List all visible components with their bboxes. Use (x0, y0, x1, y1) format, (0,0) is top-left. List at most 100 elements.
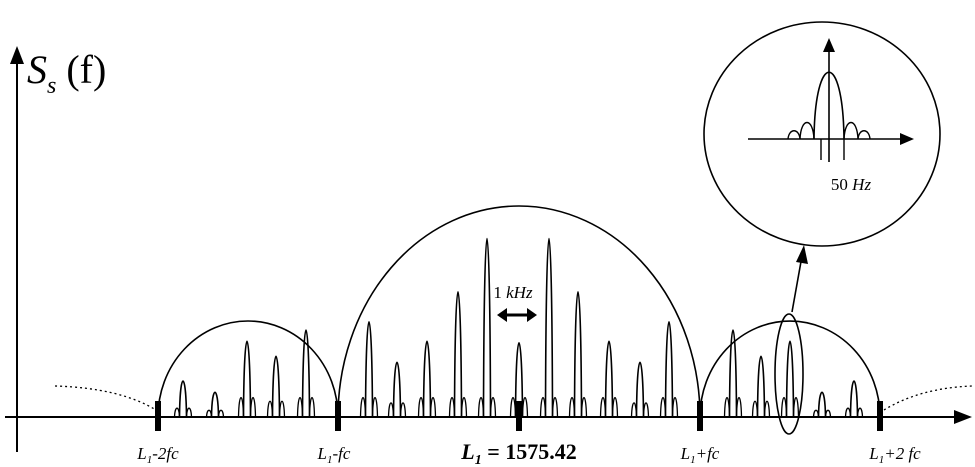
spectral-line-sidelobe (671, 396, 679, 418)
spectral-line-sidelobe (824, 409, 832, 418)
main-lobe-envelope (337, 205, 701, 418)
right-lobe-envelope (699, 320, 881, 418)
spectral-line-sidelobe (249, 396, 257, 418)
spectral-line (849, 380, 859, 418)
inset-circle (703, 21, 941, 247)
spectral-line (453, 291, 463, 418)
line-spacing-arrowhead-left (497, 308, 507, 322)
left-lobe-envelope (157, 320, 339, 418)
spectral-line-sidelobe (611, 396, 619, 418)
spectral-line (301, 329, 311, 418)
spectral-line-sidelobe (173, 407, 181, 418)
spectral-line-sidelobe (551, 396, 559, 418)
tick-label-l1-2fc: L1-2fc (136, 444, 179, 466)
inset-spacing-label: 50 Hz (831, 175, 872, 194)
x-axis-arrowhead (954, 410, 972, 424)
spectral-line-sidelobe (477, 396, 485, 418)
spectral-line-sidelobe (185, 407, 193, 418)
spectral-line-sidelobe (296, 396, 304, 418)
zoom-selection-ellipse (774, 313, 804, 435)
spectral-line-sidelobe (539, 396, 547, 418)
inset-left-sidelobe-2 (787, 130, 801, 140)
tick-label-l1+2fc: L1+2 fc (868, 444, 921, 466)
tick-mark-l1-fc (335, 401, 341, 431)
tick-mark-l1+fc (697, 401, 703, 431)
spectral-lines (173, 237, 864, 418)
line-spacing-label: 1 kHz (493, 283, 533, 302)
spectral-line (728, 329, 738, 418)
spectral-line-sidelobe (460, 396, 468, 418)
spectral-line-sidelobe (735, 396, 743, 418)
spectral-line-sidelobe (723, 396, 731, 418)
spectral-line-sidelobe (448, 396, 456, 418)
spectral-line (271, 355, 281, 418)
tick-mark-l1-2fc (155, 401, 161, 431)
spectral-line (422, 340, 432, 418)
spectral-line-sidelobe (308, 396, 316, 418)
spectral-line-sidelobe (237, 396, 245, 418)
spectral-line (364, 321, 374, 418)
spectral-line (514, 342, 524, 418)
spectral-line-sidelobe (630, 402, 638, 418)
spectral-line-sidelobe (763, 400, 771, 418)
tick-label-l1+fc: L1+fc (680, 444, 720, 466)
tick-mark-l1+2fc (877, 401, 883, 431)
spectral-line (664, 321, 674, 418)
zoom-pointer-arrow (791, 255, 803, 313)
spectral-line-sidelobe (266, 400, 274, 418)
right-dotted-lobe (883, 385, 973, 411)
spectral-line-sidelobe (844, 407, 852, 418)
spectral-line-sidelobe (509, 396, 517, 418)
spectral-line-sidelobe (387, 402, 395, 418)
spectral-line-sidelobe (429, 396, 437, 418)
spectral-line (210, 391, 220, 418)
spectral-line-sidelobe (751, 400, 759, 418)
spectral-line-sidelobe (780, 396, 788, 418)
y-axis-arrowhead (10, 46, 24, 64)
spectral-line-sidelobe (399, 402, 407, 418)
spectral-line-sidelobe (642, 402, 650, 418)
spectral-line-sidelobe (580, 396, 588, 418)
spectral-line-sidelobe (659, 396, 667, 418)
spectral-line (482, 237, 492, 418)
spectral-line-sidelobe (792, 396, 800, 418)
y-axis-argument: (f) (66, 47, 106, 92)
spectral-line (635, 361, 645, 418)
spectral-line (178, 380, 188, 418)
spectral-line-sidelobe (205, 409, 213, 418)
spectral-line (544, 237, 554, 418)
spectral-line (392, 361, 402, 418)
inset-right-sidelobe-2 (857, 130, 871, 140)
tick-label-l1-fc: L1-fc (317, 444, 351, 466)
y-axis-label: Ss (f) (27, 47, 106, 99)
inset-y-axis-arrowhead (823, 38, 835, 52)
spectral-line-sidelobe (417, 396, 425, 418)
spectral-line (785, 340, 795, 418)
spectral-line (604, 340, 614, 418)
inset-left-sidelobe (799, 121, 815, 140)
spectral-line-sidelobe (812, 409, 820, 418)
spectral-line-sidelobe (278, 400, 286, 418)
spectral-line (817, 391, 827, 418)
spectral-line-sidelobe (371, 396, 379, 418)
zoom-pointer-arrowhead (796, 245, 808, 264)
spectral-line (242, 340, 252, 418)
spectral-line-sidelobe (489, 396, 497, 418)
center-frequency-label: L1 = 1575.42 (460, 439, 577, 467)
spectral-line-sidelobe (599, 396, 607, 418)
spectral-line-sidelobe (217, 409, 225, 418)
spectral-line-sidelobe (359, 396, 367, 418)
inset-right-sidelobe (843, 121, 859, 140)
zoomed-inset: 50 Hz (703, 21, 941, 247)
tick-mark-l1 (516, 401, 522, 431)
spectral-line-sidelobe (568, 396, 576, 418)
inset-main-lobe (813, 71, 845, 140)
spectral-line-sidelobe (856, 407, 864, 418)
inset-x-axis-arrowhead (900, 133, 914, 145)
left-dotted-lobe (54, 385, 157, 411)
line-spacing-arrowhead-right (527, 308, 537, 322)
spectral-line-sidelobe (521, 396, 529, 418)
y-axis-symbol: S (27, 47, 47, 92)
y-axis-subscript: s (47, 73, 56, 99)
